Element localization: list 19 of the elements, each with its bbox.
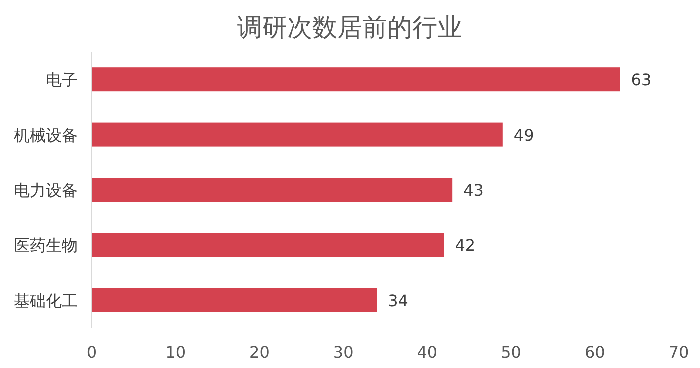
data-label: 63 [631,70,652,90]
x-tick-label: 10 [166,343,186,362]
y-tick-label: 基础化工 [14,291,78,310]
y-tick-label: 电力设备 [14,181,78,200]
data-label: 42 [455,236,476,256]
x-tick-label: 70 [668,343,690,362]
x-tick-label: 60 [584,343,606,362]
y-tick-label: 电子 [46,70,78,90]
x-tick-label: 40 [417,343,438,362]
data-label: 34 [388,291,408,310]
x-tick-label: 50 [501,343,522,362]
x-tick-label: 0 [86,343,98,362]
y-tick-label: 机械设备 [14,126,78,145]
y-tick-label: 医药生物 [14,236,78,256]
data-label: 43 [464,181,484,200]
chart-title: 调研次数居前的行业 [238,13,462,42]
data-label: 49 [514,126,534,145]
x-tick-label: 20 [250,343,270,362]
x-tick-label: 30 [333,343,354,362]
